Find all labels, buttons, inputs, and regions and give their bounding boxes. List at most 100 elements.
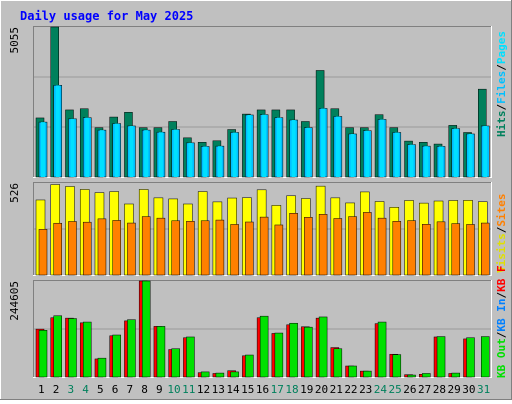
bar-kb-out	[127, 319, 136, 378]
panel-visits-sites: 526	[8, 182, 492, 276]
bar-kb-out	[289, 322, 298, 378]
bar-sites	[200, 220, 210, 276]
bar-sites	[422, 224, 431, 276]
bar-sites	[318, 214, 328, 276]
legend-entry: /	[495, 331, 508, 338]
x-tick-label: 27	[418, 383, 431, 396]
bar-pages	[483, 125, 488, 177]
bar-kb-out	[141, 280, 151, 378]
legend-entry: Visits	[495, 233, 508, 273]
legend-entry: /	[495, 104, 508, 111]
x-tick-label: 30	[462, 383, 475, 396]
bar-sites	[259, 216, 269, 276]
x-tick-label: 2	[53, 383, 60, 396]
bar-sites	[68, 221, 77, 276]
bar-pages	[203, 146, 208, 177]
bar-sites	[481, 222, 490, 276]
bar-kb-out	[259, 315, 269, 378]
bar-sites	[215, 219, 225, 276]
chart-title: Daily usage for May 2025	[20, 9, 193, 23]
x-tick-label: 20	[315, 383, 328, 396]
x-tick-label: 1	[38, 383, 45, 396]
bar-kb-out	[53, 315, 62, 378]
bar-kb-out	[392, 354, 402, 378]
bar-kb-out	[68, 318, 77, 378]
bar-sites	[377, 217, 387, 276]
x-tick-label: 25	[389, 383, 402, 396]
bar-kb-out	[156, 326, 166, 378]
x-tick-label: 17	[271, 383, 284, 396]
bar-sites	[127, 222, 136, 276]
bar-pages	[321, 108, 326, 177]
bar-pages	[129, 125, 134, 177]
bar-pages	[291, 120, 296, 177]
legend-kb: KB Out/KB In/KB F	[495, 265, 508, 378]
bar-pages	[439, 146, 444, 177]
x-tick-label: 18	[285, 383, 298, 396]
x-tick-label: 16	[256, 383, 269, 396]
bar-kb-out	[407, 374, 416, 378]
bar-sites	[245, 221, 254, 276]
bar-pages	[55, 85, 60, 177]
y-axis-max-label: 244605	[8, 281, 21, 321]
x-tick-label: 31	[477, 383, 490, 396]
bar-kb-out	[363, 370, 372, 378]
x-tick-label: 5	[97, 383, 104, 396]
x-tick-label: 29	[448, 383, 461, 396]
bar-kb-out	[230, 371, 239, 378]
bar-sites	[289, 213, 298, 276]
legend-entry: KB F	[495, 265, 508, 292]
x-tick-label: 4	[82, 383, 89, 396]
bar-pages	[350, 133, 355, 177]
legend-entry: /	[495, 64, 508, 71]
bar-pages	[394, 132, 399, 177]
bar-pages	[306, 127, 311, 177]
bar-sites	[82, 221, 92, 276]
bar-pages	[99, 130, 104, 177]
bar-kb-out	[200, 371, 210, 378]
x-tick-label: 11	[182, 383, 195, 396]
bar-sites	[407, 220, 416, 276]
bar-pages	[217, 146, 222, 177]
bar-sites	[392, 221, 402, 276]
panel-hits-files-pages: 5055	[8, 26, 492, 178]
bar-kb-out	[215, 372, 225, 378]
bar-pages	[173, 129, 178, 177]
bar-kb-out	[112, 334, 121, 378]
bar-pages	[276, 117, 281, 177]
bar-pages	[247, 114, 252, 177]
bar-pages	[70, 118, 75, 177]
bar-sites	[171, 220, 180, 276]
bar-pages	[114, 123, 119, 177]
bar-sites	[304, 217, 313, 276]
x-tick-label: 19	[300, 383, 313, 396]
x-tick-label: 21	[330, 383, 343, 396]
bar-sites	[156, 217, 166, 276]
bar-pages	[365, 130, 370, 177]
bar-sites	[53, 222, 62, 276]
legend-entry: Hits	[495, 111, 508, 138]
x-tick-label: 9	[156, 383, 163, 396]
bar-kb-out	[481, 336, 490, 378]
bar-pages	[409, 144, 414, 177]
bar-kb-out	[274, 332, 284, 378]
x-tick-label: 3	[68, 383, 75, 396]
bar-kb-out	[451, 372, 461, 378]
bar-kb-out	[348, 365, 357, 378]
legend-entry: Pages	[495, 31, 508, 64]
bar-sites	[97, 218, 107, 276]
bar-sites	[38, 229, 48, 276]
bar-kb-out	[436, 336, 446, 378]
bar-sites	[451, 223, 461, 276]
bar-sites	[466, 224, 475, 276]
bar-kb-out	[171, 348, 180, 378]
bar-kb-out	[82, 321, 92, 378]
bar-sites	[436, 221, 446, 276]
bar-pages	[380, 119, 385, 177]
bar-kb-out	[186, 336, 195, 378]
legend-hits-files-pages-text: Hits/Files/Pages	[495, 31, 508, 137]
bar-pages	[188, 142, 193, 177]
x-tick-label: 23	[359, 383, 372, 396]
